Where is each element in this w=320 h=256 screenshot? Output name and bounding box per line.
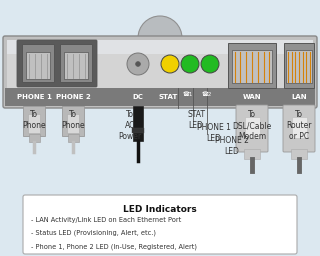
Bar — [291, 149, 307, 159]
Bar — [60, 44, 92, 82]
Bar — [28, 113, 40, 133]
Circle shape — [201, 55, 219, 73]
Text: ☎1: ☎1 — [183, 92, 193, 98]
Bar — [68, 134, 78, 142]
Bar — [284, 43, 314, 88]
Text: WAN: WAN — [243, 94, 261, 100]
Text: PHONE 1
LED: PHONE 1 LED — [197, 123, 231, 143]
FancyBboxPatch shape — [3, 36, 317, 108]
Bar — [67, 113, 79, 133]
Text: To
AC
Power: To AC Power — [118, 110, 141, 141]
Text: - Status LED (Provisioning, Alert, etc.): - Status LED (Provisioning, Alert, etc.) — [31, 230, 156, 237]
Bar — [28, 134, 39, 142]
Bar — [23, 106, 45, 136]
Text: ☎2: ☎2 — [202, 92, 212, 98]
Bar — [7, 40, 313, 88]
Text: - LAN Activity/Link LED on Each Ethernet Port: - LAN Activity/Link LED on Each Ethernet… — [31, 217, 181, 223]
FancyBboxPatch shape — [23, 195, 297, 254]
Bar — [228, 43, 276, 88]
Text: LED Indicators: LED Indicators — [123, 205, 197, 214]
Bar — [292, 117, 307, 137]
Text: PHONE 1: PHONE 1 — [17, 94, 52, 100]
Text: DC: DC — [132, 94, 143, 100]
Bar — [64, 52, 88, 79]
FancyBboxPatch shape — [17, 40, 97, 87]
Bar — [286, 50, 312, 83]
Text: To
DSL/Cable
Modem: To DSL/Cable Modem — [232, 110, 272, 141]
Bar — [7, 40, 313, 54]
Circle shape — [161, 55, 179, 73]
Bar — [244, 117, 260, 137]
Text: STAT
LED: STAT LED — [187, 110, 205, 130]
Bar — [244, 149, 260, 159]
FancyBboxPatch shape — [283, 105, 315, 152]
Circle shape — [136, 62, 140, 66]
FancyBboxPatch shape — [236, 105, 268, 152]
Circle shape — [181, 55, 199, 73]
Text: To
Phone: To Phone — [61, 110, 85, 130]
Text: PHONE 2
LED: PHONE 2 LED — [215, 136, 249, 156]
Bar — [62, 106, 84, 136]
Text: PHONE 2: PHONE 2 — [56, 94, 90, 100]
Text: - Phone 1, Phone 2 LED (In-Use, Registered, Alert): - Phone 1, Phone 2 LED (In-Use, Register… — [31, 243, 197, 250]
Circle shape — [127, 53, 149, 75]
Text: To
Phone: To Phone — [22, 110, 46, 130]
Text: To
Router
or PC: To Router or PC — [286, 110, 312, 141]
Bar — [5, 88, 315, 106]
Bar — [232, 50, 272, 83]
Bar — [133, 106, 143, 141]
Bar — [132, 128, 144, 133]
Bar — [26, 52, 50, 79]
Bar — [22, 44, 54, 82]
Text: LAN: LAN — [291, 94, 307, 100]
Wedge shape — [138, 16, 182, 38]
Text: STAT: STAT — [158, 94, 178, 100]
